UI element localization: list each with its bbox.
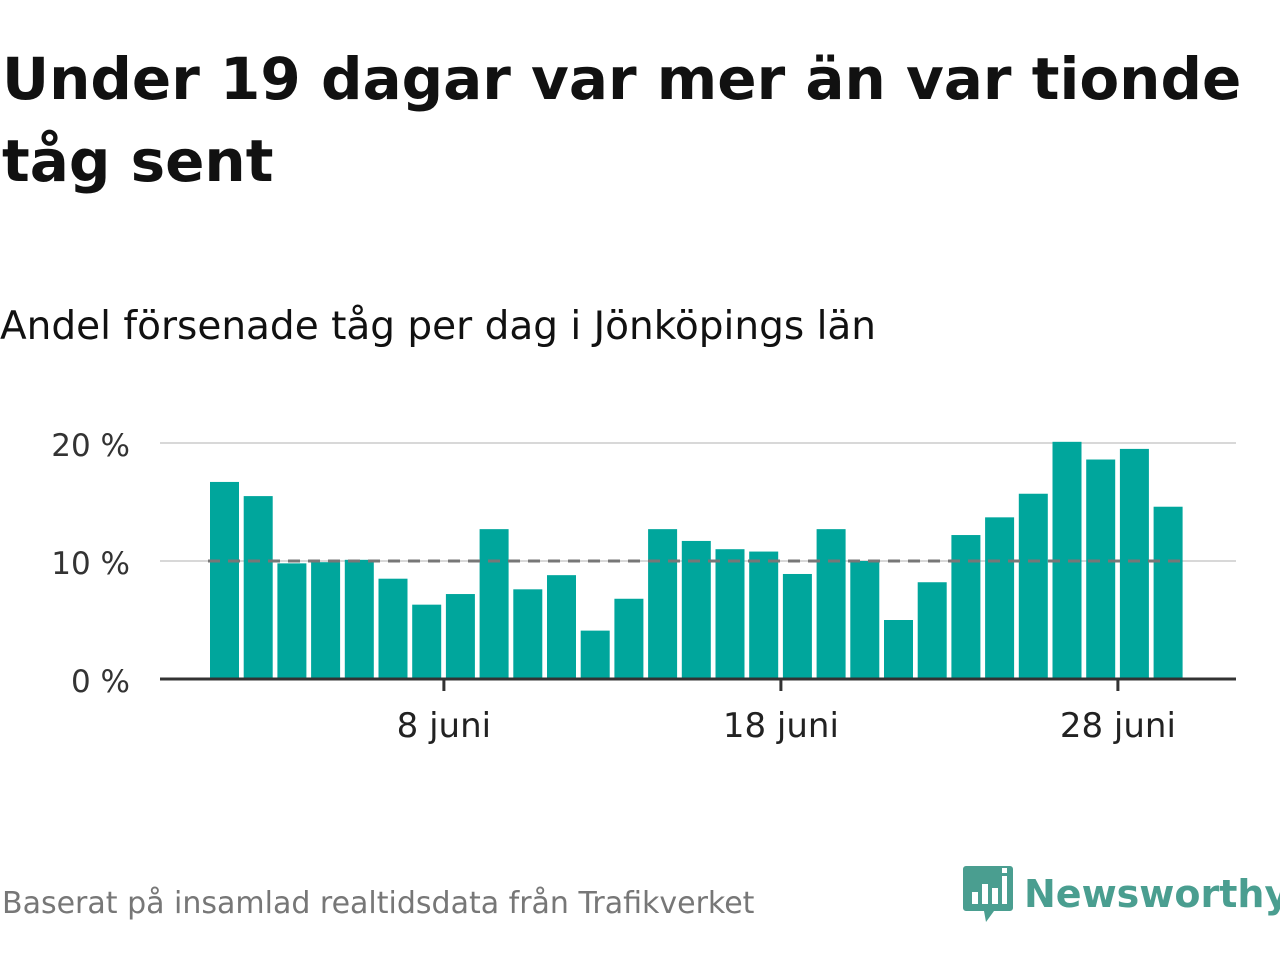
bar	[951, 535, 981, 679]
bar	[917, 582, 947, 679]
x-tick-label: 28 juni	[1060, 706, 1176, 746]
bar	[547, 575, 576, 679]
bar	[1153, 506, 1183, 679]
x-tick-labels: 8 juni 18 juni 28 juni	[397, 706, 1176, 746]
bar	[749, 551, 779, 679]
bar	[614, 598, 644, 679]
bar	[277, 563, 307, 679]
y-tick-label: 20 %	[51, 428, 130, 464]
x-tick-label: 18 juni	[723, 706, 839, 746]
y-tick-label: 10 %	[51, 546, 130, 582]
bar	[243, 496, 273, 679]
bar	[479, 529, 509, 679]
bar	[816, 529, 846, 679]
bar	[1018, 493, 1048, 679]
bar	[884, 620, 913, 679]
bar	[715, 549, 745, 679]
bar	[210, 481, 239, 679]
y-tick-label: 0 %	[71, 664, 130, 700]
bar	[412, 604, 442, 679]
bar	[850, 561, 880, 679]
newsworthy-logo-icon	[963, 866, 1013, 922]
bar	[1119, 448, 1149, 679]
y-tick-labels: 0 % 10 % 20 %	[51, 428, 130, 700]
bar	[681, 540, 711, 679]
bars	[210, 441, 1183, 679]
brand-name: Newsworthy	[1024, 872, 1280, 916]
bar	[1086, 459, 1116, 679]
bar	[782, 573, 812, 679]
source-note: Baserat på insamlad realtidsdata från Tr…	[2, 886, 755, 921]
chart-subtitle: Andel försenade tåg per dag i Jönköpings…	[0, 304, 877, 349]
x-tick-label: 8 juni	[397, 706, 491, 746]
bar	[648, 529, 678, 679]
bar	[445, 594, 475, 679]
chart-title: Under 19 dagar var mer än var tionde tåg…	[2, 45, 1242, 195]
brand-logo: Newsworthy	[962, 864, 1280, 924]
bar	[580, 630, 610, 679]
bar	[513, 589, 543, 679]
bar	[311, 562, 341, 679]
bar	[344, 559, 374, 679]
bar-chart: 0 % 10 % 20 % 8 juni 18 juni 28 juni	[51, 428, 1236, 746]
bar	[985, 517, 1015, 679]
x-axis	[160, 677, 1236, 691]
bar	[378, 578, 408, 679]
